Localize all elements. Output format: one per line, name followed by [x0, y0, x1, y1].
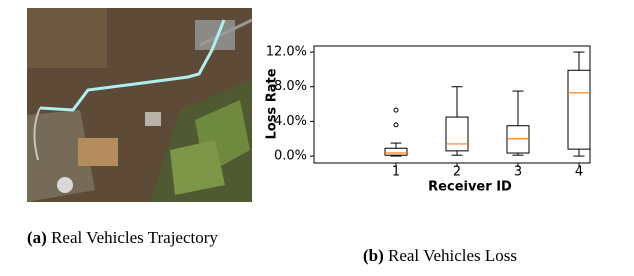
x-tick-label: 3: [514, 165, 522, 180]
page: Loss Rate Receiver ID 0.0%4.0%8.0%12.0%1…: [0, 0, 634, 276]
box: [385, 148, 407, 155]
flier: [394, 123, 398, 127]
caption-b: (b) Real Vehicles Loss: [300, 244, 580, 267]
caption-text: Real Vehicles Loss: [388, 246, 517, 265]
box: [507, 126, 529, 153]
y-tick-label: 4.0%: [274, 114, 307, 129]
box: [446, 117, 468, 151]
plot-frame: [314, 46, 590, 163]
flier: [394, 108, 398, 112]
aerial-image: [27, 8, 252, 202]
x-tick-label: 2: [453, 165, 461, 180]
caption-label: (a): [27, 228, 47, 247]
caption-label: (b): [363, 246, 384, 265]
y-tick-label: 8.0%: [274, 79, 307, 94]
box: [568, 70, 590, 149]
x-axis-label: Receiver ID: [428, 180, 512, 195]
y-tick-label: 0.0%: [274, 149, 307, 164]
x-tick-label: 4: [575, 165, 583, 180]
caption-text: Real Vehicles Trajectory: [51, 228, 218, 247]
caption-a: (a) Real Vehicles Trajectory: [27, 226, 252, 249]
y-tick-label: 12.0%: [266, 45, 307, 60]
x-tick-label: 1: [392, 165, 400, 180]
